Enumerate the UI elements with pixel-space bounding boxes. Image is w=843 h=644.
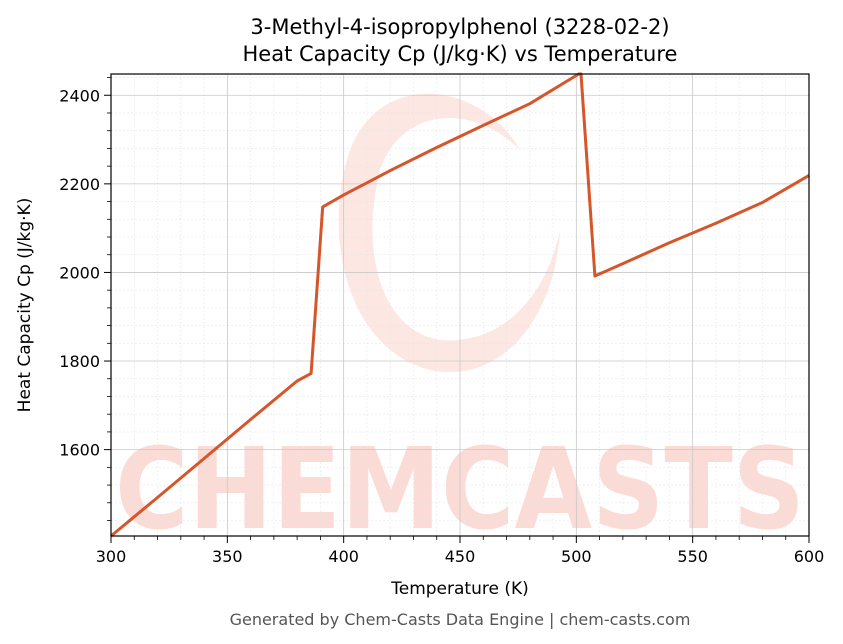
x-tick-label: 300 bbox=[96, 547, 127, 566]
x-tick-label: 450 bbox=[445, 547, 476, 566]
chart-subtitle: Heat Capacity Cp (J/kg·K) vs Temperature bbox=[243, 42, 678, 66]
x-tick-label: 350 bbox=[212, 547, 243, 566]
x-axis-ticks: 300 350 400 450 500 550 600 bbox=[96, 536, 825, 566]
y-tick-label: 2000 bbox=[59, 263, 100, 282]
x-tick-label: 400 bbox=[328, 547, 359, 566]
y-tick-label: 1600 bbox=[59, 441, 100, 460]
y-tick-label: 2400 bbox=[59, 86, 100, 105]
y-axis-ticks: 1600 1800 2000 2200 2400 bbox=[59, 77, 111, 521]
x-tick-label: 500 bbox=[561, 547, 592, 566]
footer-credit: Generated by Chem-Casts Data Engine | ch… bbox=[230, 610, 691, 629]
chart-title: 3-Methyl-4-isopropylphenol (3228-02-2) bbox=[250, 15, 669, 39]
y-tick-label: 2200 bbox=[59, 175, 100, 194]
y-tick-label: 1800 bbox=[59, 352, 100, 371]
x-axis-label: Temperature (K) bbox=[390, 579, 529, 599]
x-tick-label: 600 bbox=[794, 547, 825, 566]
y-axis-label: Heat Capacity Cp (J/kg·K) bbox=[15, 198, 35, 413]
x-tick-label: 550 bbox=[677, 547, 708, 566]
watermark-swirl-icon bbox=[338, 93, 560, 373]
series-line-heat-capacity bbox=[110, 72, 810, 538]
